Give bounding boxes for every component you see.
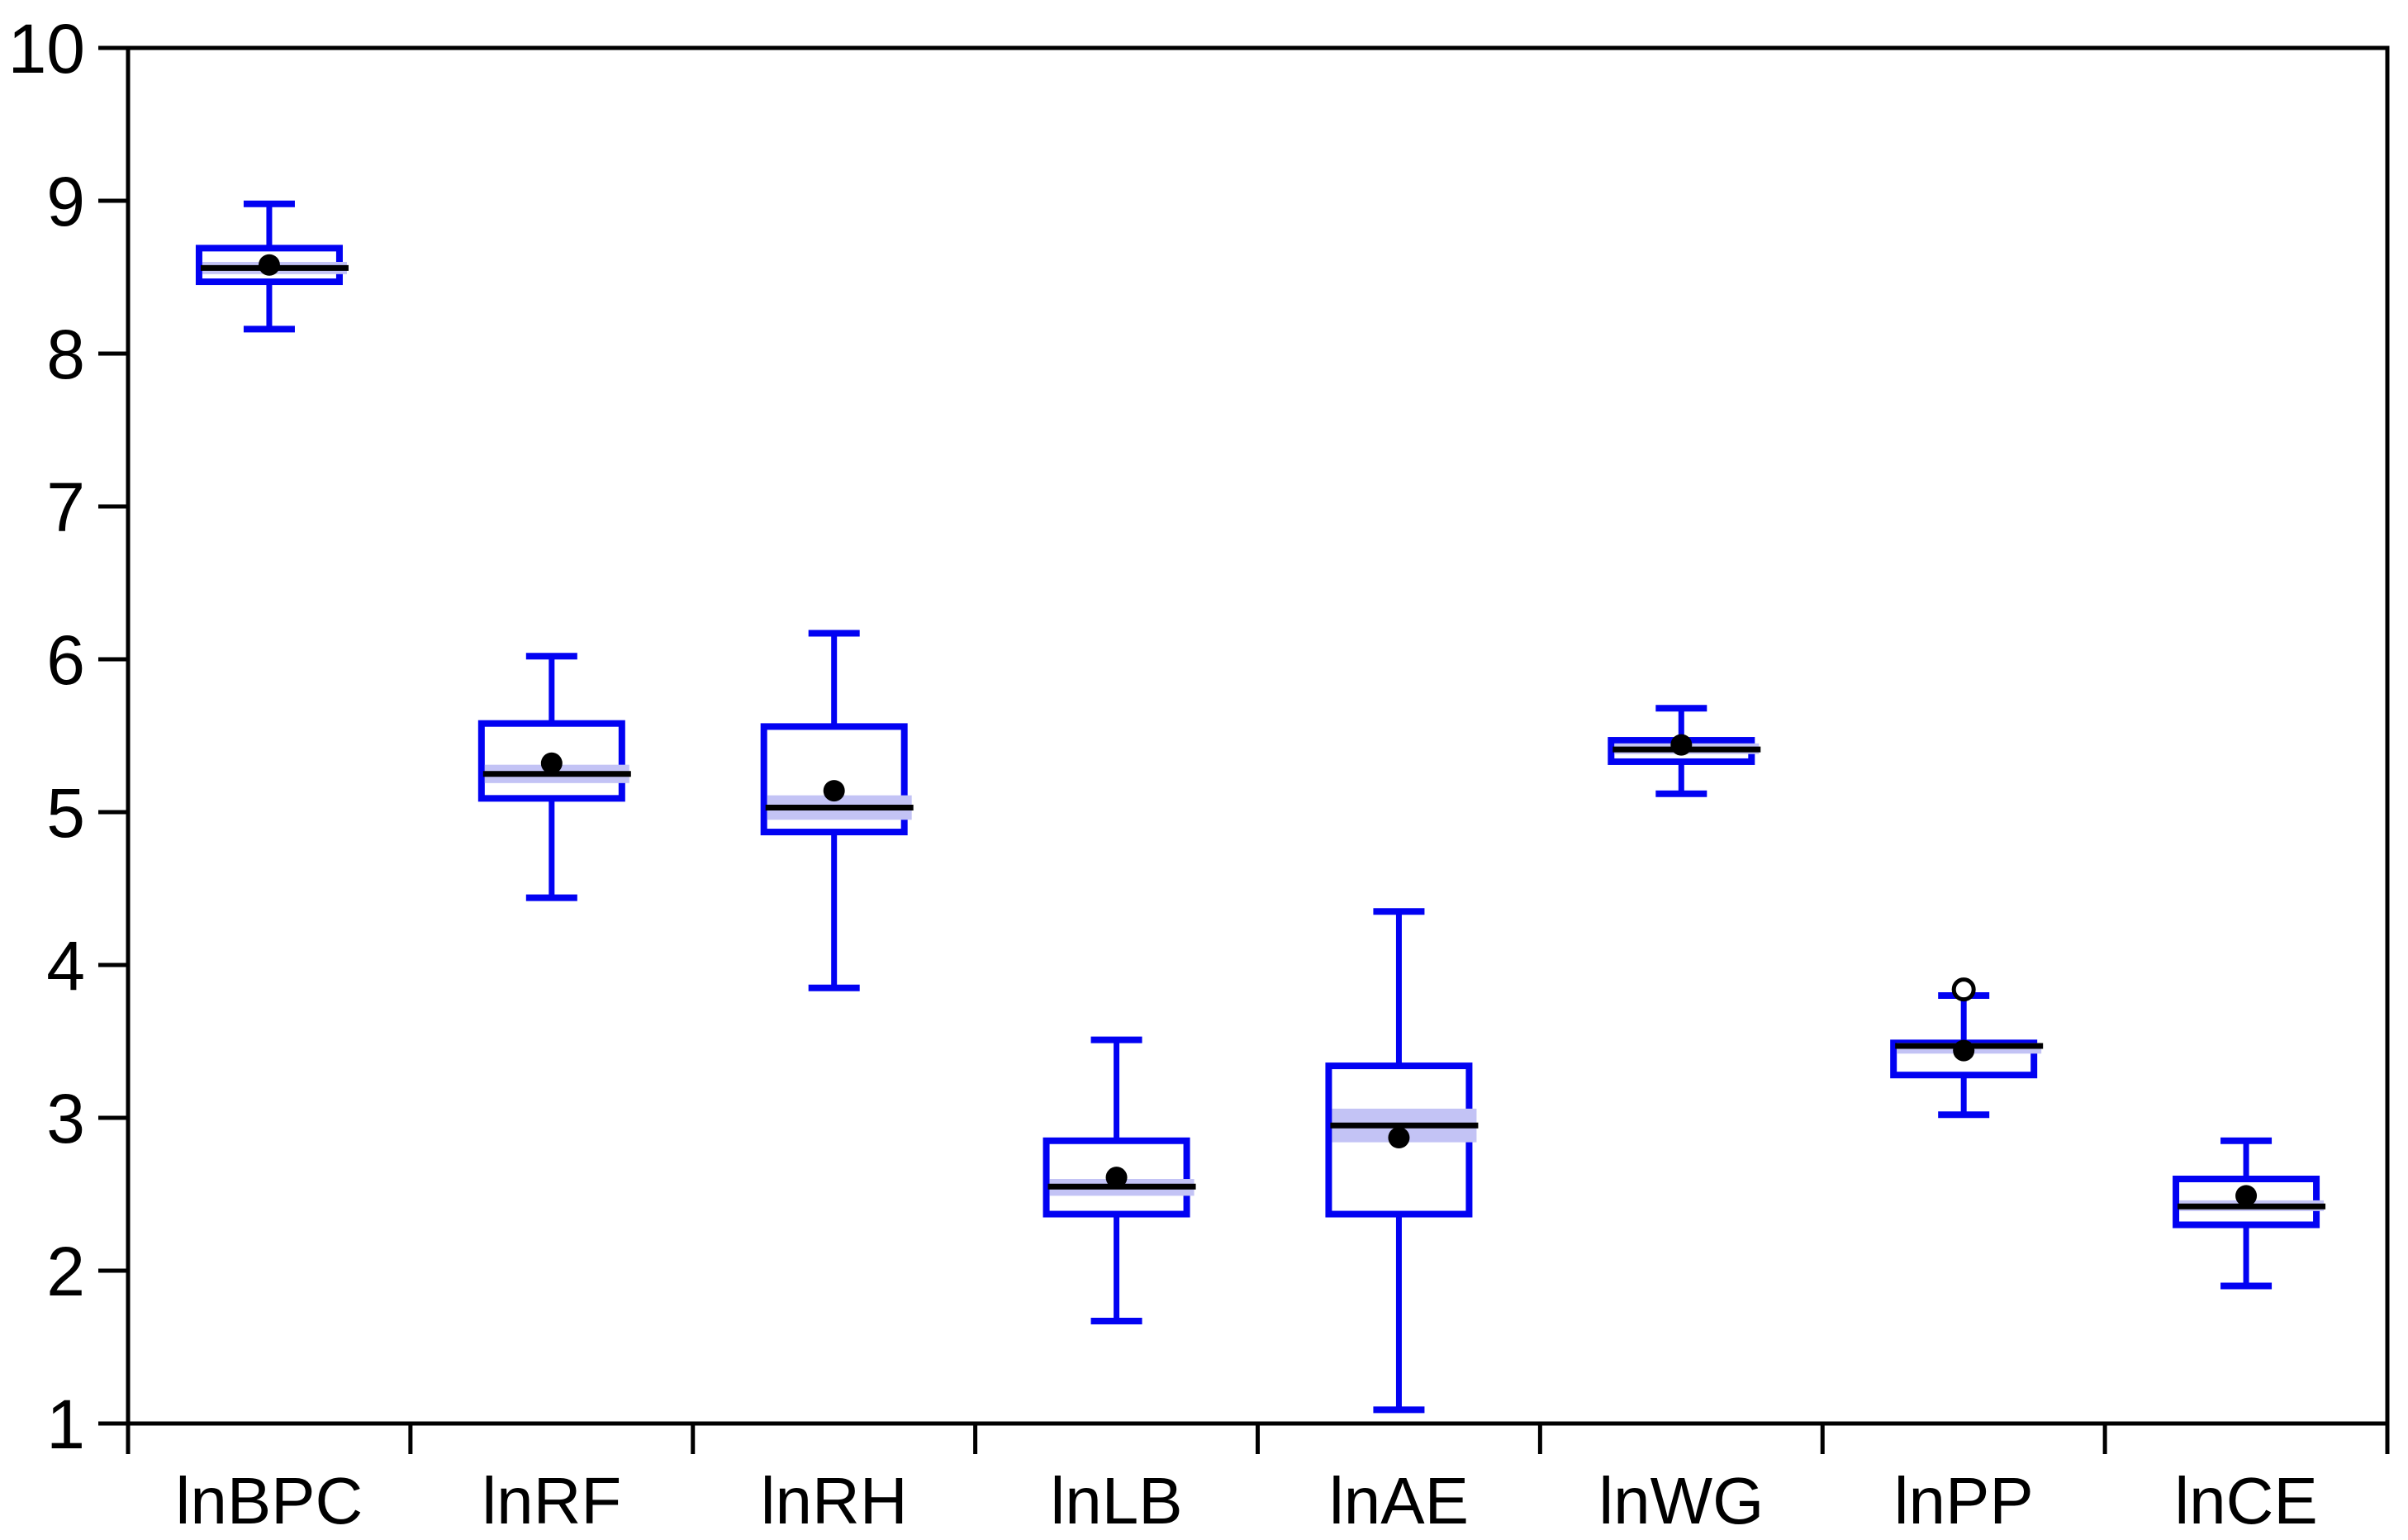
- y-axis-tick-label: 7: [46, 468, 85, 546]
- mean-dot: [1670, 734, 1693, 756]
- mean-dot: [823, 780, 845, 802]
- outlier-point: [1951, 977, 1976, 1002]
- box-group-lnWG: [1608, 705, 1761, 797]
- y-axis-tick-label: 10: [8, 10, 85, 88]
- x-axis-category-label: lnLB: [1051, 1464, 1183, 1538]
- y-axis-tick-label: 9: [46, 163, 85, 240]
- x-axis-category-label: lnWG: [1598, 1464, 1764, 1538]
- plot-area: [128, 48, 2387, 1424]
- x-axis-category-label: lnRH: [761, 1464, 908, 1538]
- y-axis-tick-label: 1: [46, 1386, 85, 1463]
- y-axis-tick-label: 6: [46, 621, 85, 699]
- y-axis-tick-label: 4: [46, 927, 85, 1005]
- box-group-lnAE: [1325, 908, 1479, 1414]
- box-group-lnCE: [2173, 1137, 2326, 1290]
- y-axis-tick-label: 2: [46, 1233, 85, 1310]
- x-axis-category-label: lnPP: [1894, 1464, 2034, 1538]
- y-axis-tick-label: 5: [46, 774, 85, 852]
- mean-dot: [2235, 1185, 2258, 1207]
- y-axis-tick-label: 3: [46, 1080, 85, 1157]
- mean-dot: [540, 752, 563, 774]
- x-axis-category-label: lnBPC: [176, 1464, 363, 1538]
- box-group-lnRH: [760, 630, 914, 991]
- mean-dot: [1388, 1127, 1410, 1149]
- x-axis-category-label: lnAE: [1329, 1464, 1469, 1538]
- y-axis-tick-label: 8: [46, 316, 85, 393]
- box-group-lnRF: [477, 653, 631, 901]
- x-axis-category-label: lnRF: [482, 1464, 621, 1538]
- mean-dot: [1953, 1039, 1975, 1062]
- mean-dot: [1105, 1167, 1128, 1189]
- box-group-lnLB: [1043, 1036, 1196, 1325]
- box-group-lnBPC: [195, 200, 349, 333]
- x-axis-category-label: lnCE: [2174, 1464, 2317, 1538]
- box-group-lnPP: [1890, 977, 2044, 1119]
- mean-dot: [258, 254, 280, 276]
